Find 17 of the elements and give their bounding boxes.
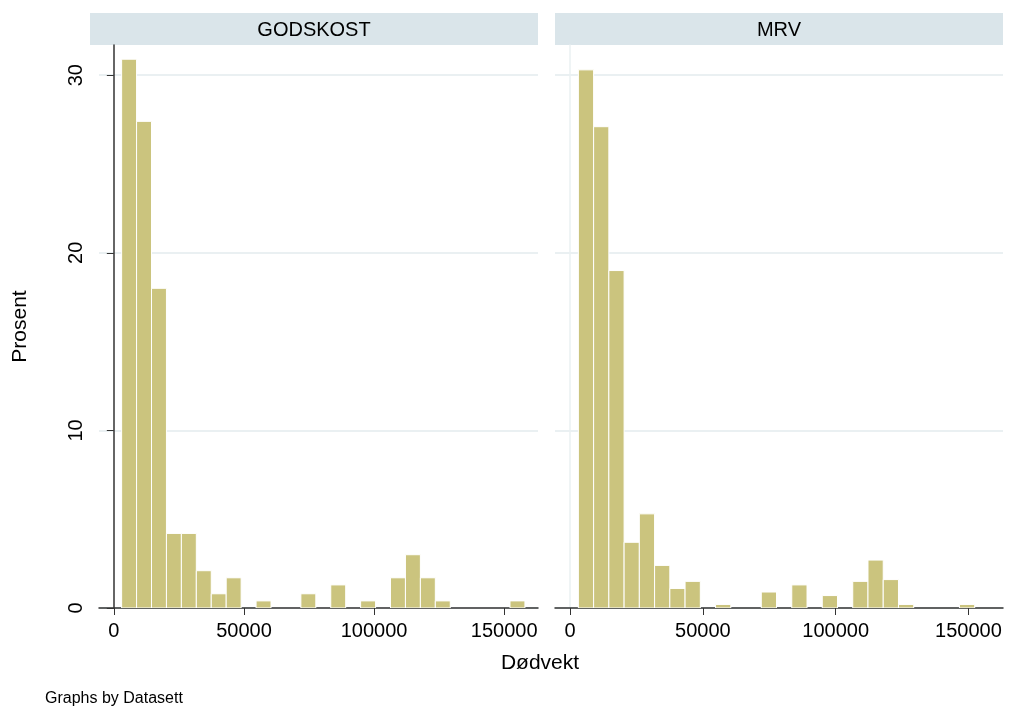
- x-tick-label: 0: [564, 619, 576, 641]
- text: Graphs by Datasett: [45, 689, 183, 707]
- x-tick-label: 50000: [675, 619, 731, 641]
- x-axis-title: Dødvekt: [499, 650, 581, 674]
- x-tick-label: 0: [108, 619, 120, 641]
- x-tick-label: 150000: [935, 619, 1002, 641]
- y-tick-label: 10: [64, 419, 86, 442]
- y-axis-title: Prosent: [7, 290, 30, 363]
- y-tick-label: 0: [64, 602, 86, 614]
- x-tick-label: 150000: [470, 619, 538, 641]
- x-tick-label: 100000: [802, 619, 870, 641]
- x-tick-label: 50000: [216, 619, 272, 641]
- y-tick-label: 20: [64, 241, 86, 264]
- chart-title: MRV: [756, 18, 802, 40]
- y-tick-label: 30: [64, 64, 86, 87]
- chart-title: GODSKOST: [257, 18, 371, 40]
- x-tick-label: 100000: [340, 619, 408, 641]
